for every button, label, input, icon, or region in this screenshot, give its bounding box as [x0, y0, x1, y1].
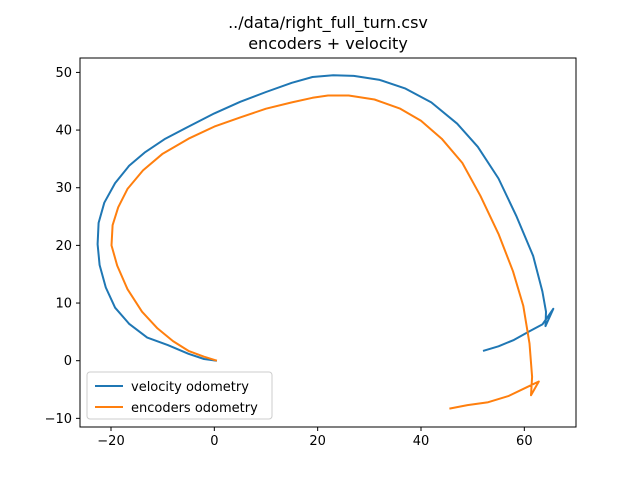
chart-title: ../data/right_full_turn.csv — [228, 13, 428, 33]
series-layer — [96, 74, 555, 410]
plot-area — [80, 58, 576, 427]
series-line-velocity — [96, 74, 555, 362]
chart-subtitle: encoders + velocity — [248, 34, 408, 53]
x-tick-label: 40 — [413, 434, 430, 449]
legend-label-velocity: velocity odometry — [131, 380, 249, 395]
x-tick-label: 60 — [516, 434, 533, 449]
legend: velocity odometry encoders odometry — [86, 371, 273, 420]
y-tick-label: 30 — [55, 181, 72, 196]
y-tick-label: 0 — [64, 354, 72, 369]
plot-frame — [79, 57, 577, 428]
y-tick-label: 40 — [55, 124, 72, 139]
legend-box — [86, 371, 273, 420]
y-axis: −10 0 10 20 30 40 50 — [45, 66, 80, 427]
x-tick-label: 0 — [210, 434, 218, 449]
y-tick-label: −10 — [45, 412, 72, 427]
y-tick-label: 10 — [55, 297, 72, 312]
y-tick-label: 20 — [55, 239, 72, 254]
legend-label-encoders: encoders odometry — [131, 401, 258, 416]
x-tick-label: −20 — [97, 434, 124, 449]
series-line-encoders — [110, 94, 540, 410]
x-tick-label: 20 — [309, 434, 326, 449]
y-tick-label: 50 — [55, 66, 72, 81]
x-axis: −20 0 20 40 60 — [97, 427, 533, 449]
